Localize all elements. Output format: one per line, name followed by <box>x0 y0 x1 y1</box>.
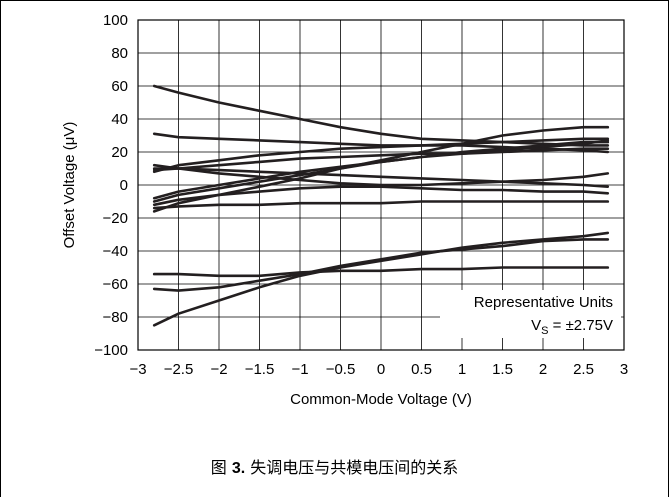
x-tick-label: −1 <box>291 361 308 378</box>
y-tick-label: −40 <box>103 243 128 260</box>
caption-text: 失调电压与共模电压间的关系 <box>245 458 459 477</box>
annotation-value: = ±2.75V <box>548 317 613 334</box>
plot-border <box>137 19 625 351</box>
series-line-5 <box>152 200 610 210</box>
x-tick-label: −0.5 <box>326 361 356 378</box>
series-line-3 <box>152 163 610 187</box>
x-axis-label: Common-Mode Voltage (V) <box>290 391 472 408</box>
y-axis-label: Offset Voltage (μV) <box>61 122 78 249</box>
annotation-line-2: VS = ±2.75V <box>531 317 613 337</box>
x-tick-label: −2 <box>210 361 227 378</box>
y-tick-label: 0 <box>120 177 128 194</box>
series-line-11 <box>152 125 610 213</box>
x-tick-label: 0 <box>377 361 385 378</box>
series-line-2 <box>152 132 610 147</box>
offset-voltage-chart: −3 −2.5 −2 −1.5 −1 −0.5 0 0.5 1 1.5 2 2.5 3 100 80 60 40… <box>61 12 628 408</box>
x-tick-label: −3 <box>129 361 146 378</box>
series-line-4 <box>152 167 610 188</box>
series-line-9 <box>152 144 610 174</box>
x-tick-label: −2.5 <box>164 361 194 378</box>
y-tick-label: −100 <box>94 342 128 359</box>
y-tick-label: 100 <box>103 12 128 29</box>
annotation-background <box>440 290 621 338</box>
series-line-1 <box>152 84 610 147</box>
y-tick-label: −80 <box>103 309 128 326</box>
x-tick-label: −1.5 <box>245 361 275 378</box>
y-tick-label: 40 <box>111 111 128 128</box>
y-tick-label: −60 <box>103 276 128 293</box>
annotation-line-1: Representative Units <box>474 294 613 311</box>
x-tick-label: 2 <box>539 361 547 378</box>
caption-prefix: 图 <box>210 458 232 477</box>
y-tick-label: 80 <box>111 45 128 62</box>
series-line-13 <box>152 238 610 292</box>
series-group <box>152 84 610 327</box>
x-tick-label: 1.5 <box>492 361 513 378</box>
series-line-14 <box>152 266 610 278</box>
tick-labels: −3 −2.5 −2 −1.5 −1 −0.5 0 0.5 1 1.5 2 2.5 3 100 80 60 40… <box>94 12 628 378</box>
series-line-12 <box>152 231 610 327</box>
x-tick-label: 3 <box>620 361 628 378</box>
annotation-v: V <box>531 317 541 334</box>
series-line-8 <box>152 139 610 200</box>
y-tick-label: −20 <box>103 210 128 227</box>
annotation-sub: S <box>541 325 548 337</box>
figure-caption: 图 3. 失调电压与共模电压间的关系 <box>0 454 669 478</box>
x-tick-label: 1 <box>458 361 466 378</box>
caption-number: 3. <box>231 460 246 477</box>
x-tick-label: 0.5 <box>411 361 432 378</box>
series-line-10 <box>152 147 610 172</box>
x-tick-label: 2.5 <box>573 361 594 378</box>
y-tick-label: 20 <box>111 144 128 161</box>
y-tick-label: 60 <box>111 78 128 95</box>
